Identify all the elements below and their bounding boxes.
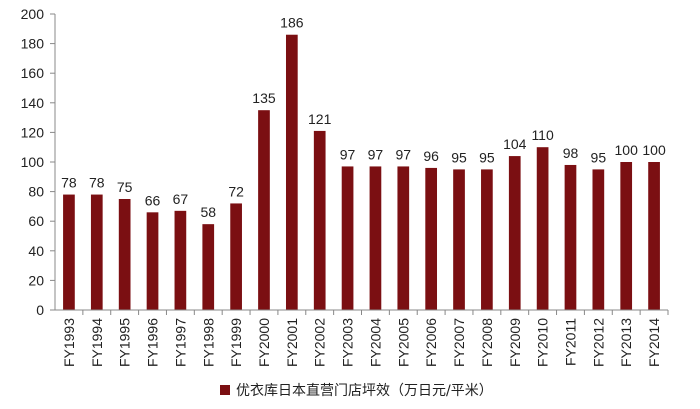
data-labels: 78 78 75 66 67 58 72 135 186 121 97 97 97 96 95 95 10411…: [61, 15, 666, 220]
x-tick-label: FY1994: [89, 318, 105, 367]
bar: [425, 167, 438, 310]
y-tick-label: 80: [28, 184, 44, 200]
data-label: 98: [563, 145, 579, 161]
data-label: 78: [89, 175, 105, 191]
data-label: 97: [340, 146, 356, 162]
x-tick-label: FY2013: [618, 318, 634, 367]
data-label: 97: [396, 146, 412, 162]
bar: [313, 130, 326, 310]
data-label: 121: [308, 111, 332, 127]
bar: [230, 203, 242, 310]
y-axis-ticks: 0 20 40 60 80 100 120 140 160 180 200: [21, 6, 55, 318]
bar: [285, 34, 298, 310]
x-tick-label: FY2007: [451, 318, 467, 367]
bar: [453, 169, 465, 310]
data-label: 95: [479, 149, 495, 165]
bars: [63, 34, 660, 310]
x-tick-label: FY2003: [340, 318, 356, 367]
x-tick-label: FY2006: [423, 318, 439, 367]
y-tick-label: 120: [21, 124, 45, 140]
data-label: 96: [423, 148, 439, 164]
bar: [202, 224, 215, 310]
bar: [481, 169, 493, 310]
data-label: 110: [531, 127, 554, 143]
bar: [63, 194, 75, 310]
legend-label: 优衣库日本直营门店坪效（万日元/平米）: [236, 383, 493, 399]
y-tick-label: 60: [28, 213, 44, 229]
bar: [90, 194, 103, 310]
x-tick-label: FY2002: [312, 318, 328, 367]
y-tick-label: 0: [36, 302, 44, 318]
x-tick-label: FY2012: [590, 318, 606, 367]
data-label: 72: [228, 183, 244, 199]
data-label: 95: [591, 149, 607, 165]
x-tick-label: FY1993: [61, 318, 77, 367]
x-tick-label: FY2001: [284, 318, 300, 367]
data-label: 186: [280, 15, 304, 31]
data-label: 135: [252, 90, 276, 106]
x-tick-label: FY1998: [200, 318, 216, 367]
y-tick-label: 140: [21, 95, 45, 111]
x-axis-labels: FY1993 FY1994 FY1995 FY1996 FY1997 FY1998 FY19…: [61, 310, 669, 367]
data-label: 97: [368, 146, 384, 162]
legend: 优衣库日本直营门店坪效（万日元/平米）: [220, 380, 493, 400]
x-tick-label: FY1997: [172, 318, 188, 367]
x-tick-label: FY2005: [395, 318, 411, 367]
bar: [620, 162, 633, 310]
bar: [174, 210, 187, 310]
x-tick-label: FY1999: [228, 318, 244, 367]
y-tick-label: 20: [28, 272, 44, 288]
y-tick-label: 180: [21, 36, 45, 52]
y-tick-label: 40: [28, 243, 44, 259]
data-label: 95: [451, 149, 467, 165]
bar: [648, 162, 660, 310]
bar: [146, 212, 159, 310]
bar: [592, 169, 605, 310]
data-label: 100: [615, 142, 639, 158]
data-label: 58: [200, 204, 216, 220]
data-label: 78: [61, 175, 77, 191]
legend-swatch: [220, 385, 230, 395]
data-label: 100: [642, 142, 666, 158]
y-tick-label: 100: [21, 154, 45, 170]
y-tick-label: 200: [21, 6, 45, 22]
bar: [341, 166, 354, 310]
x-tick-label: FY2011: [562, 318, 578, 366]
data-label: 66: [145, 192, 161, 208]
bar: [118, 199, 131, 310]
y-tick-label: 160: [21, 65, 45, 81]
x-tick-label: FY1995: [117, 318, 133, 367]
bar: [369, 166, 382, 310]
x-tick-label: FY1996: [145, 318, 161, 367]
bar: [397, 166, 410, 310]
x-tick-label: FY2010: [535, 318, 551, 367]
bar: [536, 147, 549, 310]
bar: [564, 164, 577, 310]
x-tick-label: FY2000: [256, 318, 272, 367]
x-tick-label: FY2008: [479, 318, 495, 367]
x-tick-label: FY2014: [646, 318, 662, 367]
x-tick-label: FY2009: [507, 318, 523, 367]
data-label: 75: [117, 179, 133, 195]
bar: [258, 110, 270, 310]
data-label: 67: [173, 191, 189, 207]
data-label: 104: [503, 136, 527, 152]
x-tick-label: FY2004: [367, 318, 383, 367]
bar: [508, 156, 521, 310]
